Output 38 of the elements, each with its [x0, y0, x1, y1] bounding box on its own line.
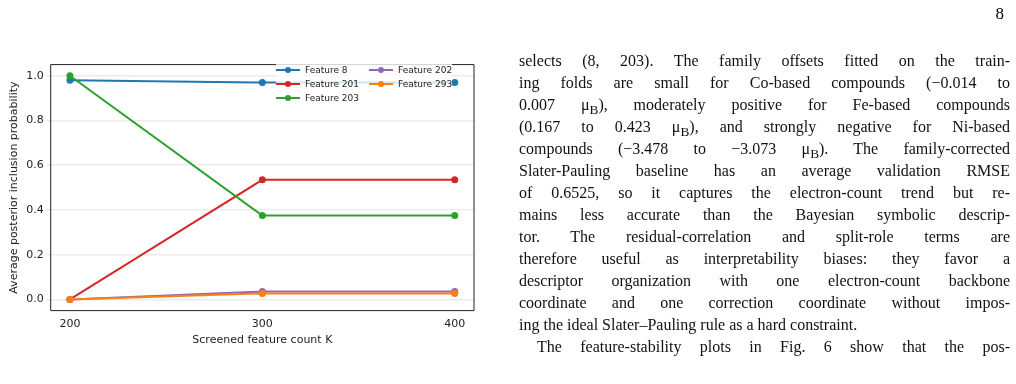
legend-label: Feature 202 [398, 65, 453, 75]
text: Slater-Pauling baseline has an average validation RMSE [519, 161, 1010, 182]
y-tick-label: 0.4 [26, 202, 44, 216]
text: therefore useful as interpretability biases: they favor a [519, 249, 1010, 270]
x-tick-label: 400 [444, 317, 466, 331]
text: tor. The residual-correlation and split-role terms are [519, 227, 1010, 248]
text: (0.167 to 0.423 μ$_{B}$), and strongly negative for Ni-based [519, 117, 1010, 140]
y-tick-label: 0.2 [26, 247, 44, 261]
x-tick-label: 200 [59, 317, 81, 331]
point [451, 78, 459, 86]
y-tick-label: 1.0 [26, 68, 44, 82]
text: selects (8, 203). The family offsets fitted on the train- [519, 51, 1010, 72]
x-axis-title: Screened feature count K [192, 333, 334, 347]
point [258, 78, 266, 86]
point [66, 72, 74, 80]
text: mains less accurate than the Bayesian symbolic descrip- [519, 205, 1010, 226]
y-tick-label: 0.8 [26, 113, 44, 127]
text: compounds (−3.478 to −3.073 μ$_{B}$). The family-corrected [519, 139, 1011, 162]
legend-label: Feature 8 [305, 65, 348, 75]
text: ing folds are small for Co-based compounds (−0.014 to [519, 73, 1010, 94]
text: of 0.6525, so it captures the electron-count trend but re- [519, 183, 1010, 204]
legend-label: Feature 203 [305, 93, 360, 103]
text: coordinate and one correction coordinate without impos- [519, 293, 1010, 314]
legend-label: Feature 201 [305, 79, 360, 89]
text: ing the ideal Slater–Pauling rule as a hard constraint. [519, 315, 859, 336]
text: 0.007 μ$_{B}$), moderately positive for Fe-based compounds [519, 95, 1011, 118]
legend-label: Feature 293 [398, 79, 453, 89]
text: descriptor organization with one electron-count backbone [519, 271, 1010, 292]
point [451, 176, 459, 184]
point [258, 212, 266, 220]
y-axis-title: Average posterior inclusion probability [7, 80, 21, 294]
y-tick-label: 0.6 [26, 158, 44, 172]
point [451, 212, 459, 220]
text: The feature-stability plots in Fig. 6 show that the pos- [536, 337, 1010, 358]
text: 8 [995, 4, 1004, 24]
y-tick-label: 0.0 [26, 292, 44, 306]
x-tick-label: 300 [251, 317, 273, 331]
point [258, 176, 266, 184]
